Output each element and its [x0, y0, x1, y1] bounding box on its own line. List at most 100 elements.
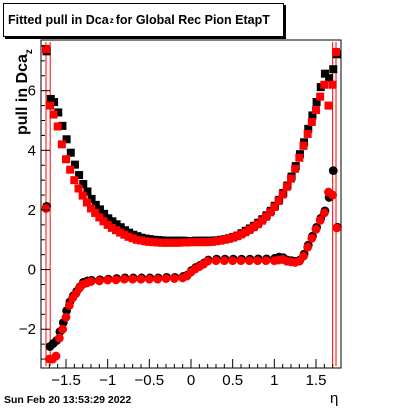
x-tick-label: −1 — [99, 372, 116, 389]
data-point — [182, 238, 191, 247]
y-tick-label: 4 — [28, 142, 36, 159]
data-point — [58, 324, 68, 334]
x-tick-label: 1 — [270, 372, 278, 389]
data-point — [103, 275, 113, 285]
data-point — [232, 232, 241, 241]
data-point — [325, 74, 334, 83]
data-point — [124, 232, 133, 241]
data-point — [307, 118, 316, 126]
x-axis-label: η — [330, 390, 339, 407]
x-tick-label: 0 — [187, 372, 195, 389]
data-point — [241, 228, 250, 237]
data-point — [282, 182, 291, 191]
data-point — [91, 200, 100, 209]
data-point — [307, 233, 317, 243]
y-tick-label: 6 — [28, 83, 36, 100]
data-point — [303, 129, 312, 138]
data-point — [53, 122, 62, 131]
data-point — [169, 274, 179, 283]
data-point — [112, 226, 120, 235]
data-point — [144, 274, 154, 284]
data-point — [262, 212, 270, 221]
data-point — [299, 251, 308, 261]
data-point — [287, 174, 295, 183]
data-point — [66, 165, 75, 174]
x-tick-label: −0.5 — [135, 372, 165, 389]
data-point — [86, 277, 96, 286]
data-point — [162, 238, 170, 247]
data-point — [311, 224, 321, 234]
data-point — [237, 230, 245, 239]
y-axis-label-subscript: z — [24, 49, 35, 55]
data-point — [141, 237, 150, 246]
data-point — [212, 237, 220, 246]
data-point — [170, 238, 179, 247]
data-point — [332, 223, 342, 233]
data-point — [315, 216, 325, 225]
data-point — [120, 226, 129, 235]
data-point — [46, 101, 55, 110]
data-point — [328, 190, 338, 200]
data-point — [95, 213, 104, 222]
data-point — [128, 274, 138, 284]
data-point — [42, 44, 50, 53]
data-point — [136, 274, 146, 284]
data-point — [54, 333, 64, 343]
data-point — [103, 220, 112, 229]
data-point — [66, 148, 75, 157]
data-point — [224, 234, 233, 243]
data-point — [116, 223, 125, 232]
data-point — [91, 208, 100, 217]
y-tick-label: −2 — [19, 321, 36, 338]
data-point — [191, 238, 200, 247]
data-point — [216, 236, 225, 245]
data-point — [303, 242, 313, 252]
data-point — [195, 238, 204, 247]
data-point — [278, 190, 287, 199]
data-point — [253, 220, 262, 229]
data-point — [74, 184, 83, 193]
title-suffix: for Global Rec Pion EtapT — [115, 13, 270, 27]
data-point — [316, 92, 325, 101]
data-point — [203, 256, 213, 266]
data-point — [78, 191, 87, 200]
data-point — [95, 205, 104, 214]
data-point — [61, 312, 71, 322]
data-point — [312, 106, 320, 115]
data-point — [99, 217, 108, 226]
data-point — [244, 256, 254, 266]
data-point — [320, 80, 329, 89]
data-point — [120, 230, 129, 239]
data-point — [137, 236, 145, 245]
data-point — [324, 101, 333, 110]
data-point — [83, 187, 92, 196]
data-point — [178, 238, 187, 247]
data-point — [57, 140, 66, 149]
data-point — [187, 238, 195, 247]
data-point — [236, 256, 246, 266]
data-point — [119, 274, 129, 284]
data-point — [274, 197, 283, 206]
data-point — [228, 256, 238, 266]
data-point — [207, 237, 216, 246]
data-point — [320, 69, 329, 78]
y-tick-label: 2 — [28, 202, 36, 219]
data-point — [220, 235, 229, 244]
data-point — [51, 351, 61, 361]
data-point — [87, 194, 96, 203]
data-point — [312, 98, 321, 107]
plot-frame — [40, 39, 342, 369]
data-point — [199, 238, 208, 247]
data-point — [107, 223, 116, 232]
data-point — [261, 256, 271, 266]
data-point — [219, 256, 229, 266]
data-point — [104, 214, 113, 223]
timestamp: Sun Feb 20 13:53:29 2022 — [4, 394, 132, 406]
data-point — [82, 198, 91, 207]
data-point — [166, 238, 175, 247]
data-point — [329, 65, 338, 74]
data-point — [228, 233, 237, 242]
data-point — [128, 234, 137, 243]
x-tick-label: 1.5 — [306, 372, 327, 389]
data-point — [58, 121, 67, 130]
